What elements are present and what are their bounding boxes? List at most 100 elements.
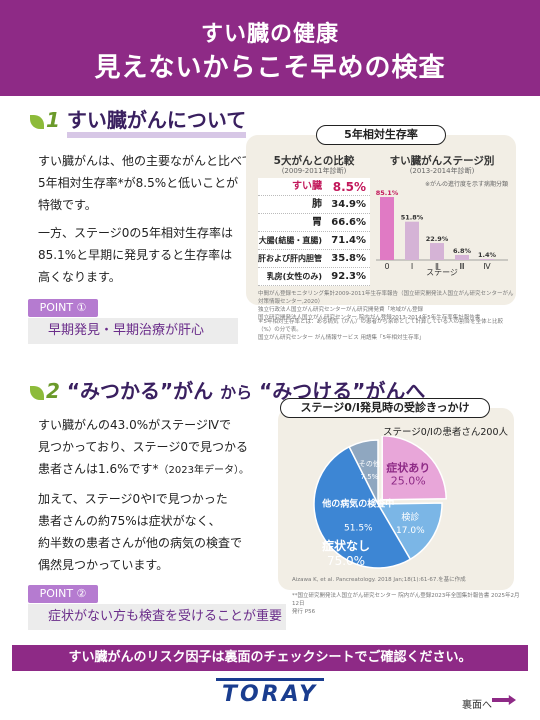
stage-tick-label: Ⅱ <box>435 262 439 271</box>
text-line: 85.1%と早期に発見すると生存率は <box>38 248 233 262</box>
stage-subtitle: (2013-2014年診断) <box>409 167 475 175</box>
stage-bar-label: 6.8% <box>453 247 472 255</box>
pie-slice-value: 17.0% <box>396 526 425 536</box>
stage-bar-label: 1.4% <box>478 251 497 259</box>
text-line: 見つかっており、ステージ0で見つかる <box>38 440 248 454</box>
text-line-tail: （2023年データ）。 <box>158 465 249 476</box>
text-line: すい臓がんは、他の主要ながんと比べて <box>38 154 254 168</box>
stage-bar <box>480 258 494 260</box>
text-line: 特徴です。 <box>38 198 97 212</box>
compare-row-name: 胃 <box>312 217 322 228</box>
compare-row: 乳房(女性のみ) 92.3% <box>258 268 370 286</box>
text-line: 加えて、ステージ0やⅠで見つかった <box>38 492 228 506</box>
pie-slice <box>348 439 379 505</box>
point2-text: 症状がない方も検査を受けることが重要 <box>28 604 286 630</box>
stage-bar <box>430 243 444 260</box>
header-title-line1: すい臓の健康 <box>200 22 339 47</box>
pie-source-note: Aizawa K, et al. Pancreatology. 2018 Jan… <box>292 577 466 583</box>
text-line: 患者さんの約75%は症状がなく、 <box>38 514 221 528</box>
pie-slice-label: 症状あり <box>386 460 430 474</box>
leaf-icon <box>30 385 44 400</box>
stage-tick-label: 0 <box>384 262 389 271</box>
compare-row-value: 92.3% <box>331 271 366 282</box>
section2-paragraph2: 加えて、ステージ0やⅠで見つかった 患者さんの約75%は症状がなく、 約半数の患… <box>38 488 242 576</box>
compare-row-name: 乳房(女性のみ) <box>266 272 322 281</box>
point2-tag: POINT ② <box>28 585 98 603</box>
section1-number: 1 <box>46 108 60 132</box>
compare-row: すい臓 8.5% <box>258 178 370 196</box>
stage-note: ※がんの進行度を示す病期分類 <box>425 180 508 188</box>
header-banner: すい臓の健康 見えないからこそ早めの検査 <box>0 0 540 96</box>
compare-row-name: 大腸(結腸・直腸) <box>258 236 322 245</box>
stage-tick-label: Ⅳ <box>483 262 491 271</box>
note-line: **国立研究開発法人国立がん研究センター 院内がん登録2023年全国集計報告書 … <box>292 593 520 607</box>
compare-row: 肺 34.9% <box>258 196 370 214</box>
section1-title-highlight: すい臓がんについて <box>66 108 247 138</box>
text-line: 患者さんは1.6%です*（2023年データ）。 <box>38 458 249 482</box>
compare-subtitle: (2009-2011年診断) <box>281 167 347 175</box>
note-line: 発行 P56 <box>292 609 316 615</box>
compare-row-name: すい臓 <box>292 181 322 192</box>
point1-tag: POINT ① <box>28 299 98 317</box>
stage-bar <box>455 254 469 260</box>
text-line: 約半数の患者さんが他の病気の検査で <box>38 536 243 550</box>
stage-bar <box>405 221 419 260</box>
section1-title-rest: について <box>166 108 247 132</box>
section1-title: 1 すい臓がんについて <box>30 104 247 138</box>
text-line: 高くなります。 <box>38 270 121 284</box>
leaf-icon <box>30 114 44 129</box>
pie-slice <box>376 502 443 561</box>
text-line: 5年相対生存率*が8.5%と低いことが <box>38 176 239 190</box>
pie-registry-note: **国立研究開発法人国立がん研究センター 院内がん登録2023年全国集計報告書 … <box>292 592 522 616</box>
compare-row: 大腸(結腸・直腸) 71.4% <box>258 232 370 250</box>
section2-number: 2 <box>46 379 60 403</box>
section2-title-a: “みつかる”がん <box>66 379 214 403</box>
text-line: 一方、ステージ0の5年相対生存率は <box>38 226 234 240</box>
compare-row-name: 肝および肝内胆管 <box>258 254 322 263</box>
survival-source-note: 中間がん登録モニタリング集計2009-2011年生存率報告（国立研究開発法人国立… <box>258 290 514 322</box>
section1-paragraph1: すい臓がんは、他の主要ながんと比べて 5年相対生存率*が8.5%と低いことが 特… <box>38 150 254 216</box>
point1-text: 早期発見・早期治療が肝心 <box>28 318 238 344</box>
pie-slice <box>381 436 447 501</box>
pie-slice-value: 7.5% <box>361 473 379 481</box>
next-page-label[interactable]: 裏面へ <box>462 700 492 711</box>
compare-row-value: 71.4% <box>331 235 366 246</box>
compare-row-value: 66.6% <box>331 217 366 228</box>
compare-row: 胃 66.6% <box>258 214 370 232</box>
stage-tick-label: Ⅲ <box>459 262 465 271</box>
pie-panel-title: ステージ0/Ⅰ発見時の受診きっかけ <box>280 398 490 418</box>
stage-bar-label: 51.8% <box>401 214 424 222</box>
stage-xlabel: ステージ <box>426 268 458 276</box>
stage-bar <box>380 197 394 260</box>
note-line: ＊5年相対生存率とは：ある病気（がん）の患者から余命として計算している人の割合を… <box>258 319 504 333</box>
risk-factor-banner: すい臓がんのリスク因子は裏面のチェックシートでご確認ください。 <box>12 645 528 671</box>
stage-bar-label: 85.1% <box>376 189 399 197</box>
section1-paragraph2: 一方、ステージ0の5年相対生存率は 85.1%と早期に発見すると生存率は 高くな… <box>38 222 233 288</box>
header-title-line2: 見えないからこそ早めの検査 <box>94 53 446 83</box>
pie-slice-label: 他の病気の検査中 <box>321 498 394 510</box>
text-line: 偶然見つかっています。 <box>38 558 169 572</box>
compare-row-value: 35.8% <box>331 253 366 264</box>
note-line: 国立研究開発法人国立がん研究センター,院内がん登録2013-2014年5年生存率… <box>258 315 481 321</box>
section2-paragraph1: すい臓がんの43.0%がステージⅣで 見つかっており、ステージ0で見つかる 患者… <box>38 414 249 482</box>
compare-title: 5大がんとの比較 <box>273 155 355 167</box>
text-line-main: 患者さんは1.6%です* <box>38 462 159 476</box>
pie-group-value: 75.0% <box>327 554 365 568</box>
pie-group-label: 症状なし <box>322 538 370 553</box>
compare-row-value: 8.5% <box>332 180 366 194</box>
stage-title: すい臓がんステージ別 <box>389 155 495 167</box>
compare-row-value: 34.9% <box>331 199 366 210</box>
pie-slice <box>313 445 412 569</box>
text-line: すい臓がんの43.0%がステージⅣで <box>38 418 231 432</box>
section2-title-b: から <box>220 383 253 402</box>
compare-row: 肝および肝内胆管 35.8% <box>258 250 370 268</box>
compare-row-name: 肺 <box>312 199 322 210</box>
stage-bar-chart: ※がんの進行度を示す病期分類 85.1% 0 51.8% Ⅰ 22.9% Ⅱ 6.8% Ⅲ 1.4… <box>376 180 508 276</box>
survival-definition-note: ＊5年相対生存率とは：ある病気（がん）の患者から余命として計算している人の割合を… <box>258 318 514 342</box>
pie-slice-value: 25.0% <box>391 474 426 487</box>
arrow-right-icon[interactable] <box>492 695 516 705</box>
survival-panel-title: 5年相対生存率 <box>316 125 446 145</box>
note-line: 中間がん登録モニタリング集計2009-2011年生存率報告（国立研究開発法人国立… <box>258 291 514 305</box>
section1-title-hl-text: すい臓がん <box>66 108 167 132</box>
